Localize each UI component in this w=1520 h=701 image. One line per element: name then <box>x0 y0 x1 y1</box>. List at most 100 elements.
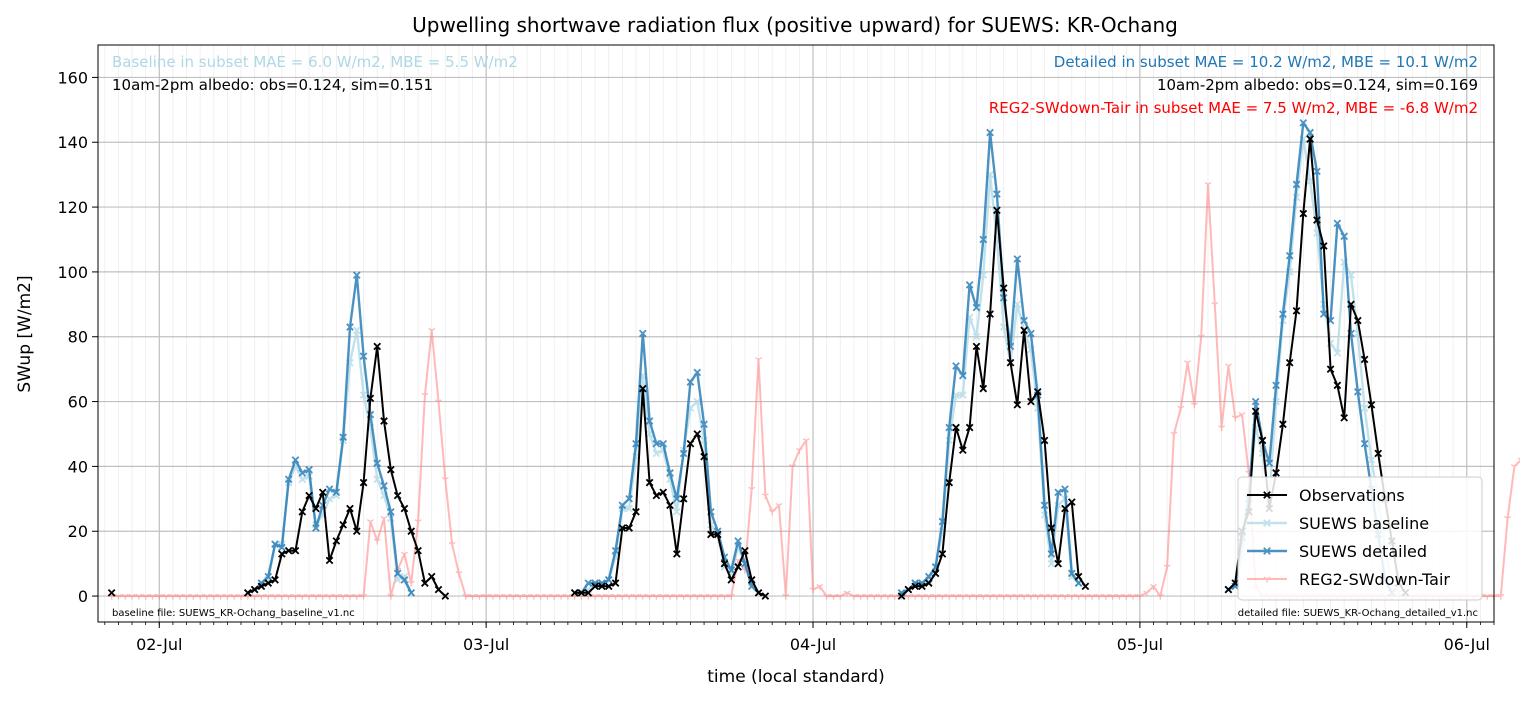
data-point <box>775 502 783 509</box>
data-point <box>618 524 627 532</box>
data-point <box>673 593 681 600</box>
data-point <box>1088 593 1096 600</box>
data-point <box>570 588 579 597</box>
plot-frame <box>97 44 1495 623</box>
data-point <box>761 592 770 600</box>
legend: Observations SUEWS baseline SUEWS detailed… <box>1237 476 1483 601</box>
data-point <box>1360 404 1369 412</box>
data-point <box>264 579 273 587</box>
data-point <box>352 326 361 335</box>
data-point <box>1109 593 1117 600</box>
data-point <box>720 559 729 568</box>
data-point <box>414 519 422 526</box>
data-point <box>625 593 633 600</box>
data-point <box>448 541 456 548</box>
data-point <box>972 342 981 351</box>
data-point <box>625 524 633 532</box>
data-point <box>223 593 231 600</box>
data-point <box>230 593 238 600</box>
data-point <box>169 593 177 600</box>
data-point <box>1251 407 1260 416</box>
data-point <box>659 488 668 497</box>
data-point <box>1150 583 1157 590</box>
data-point <box>618 501 627 510</box>
x-axis-label: time (local standard) <box>707 667 885 687</box>
data-point <box>1265 459 1274 467</box>
data-point <box>918 582 926 591</box>
data-point <box>645 417 654 425</box>
data-point <box>1347 271 1355 279</box>
data-point <box>693 593 701 600</box>
data-point <box>1340 413 1349 422</box>
data-point <box>366 394 375 403</box>
data-point <box>918 593 926 600</box>
data-point <box>959 391 967 399</box>
data-point <box>679 449 688 458</box>
data-point <box>373 538 381 545</box>
data-point <box>1013 300 1022 309</box>
data-point <box>1483 593 1491 600</box>
data-point <box>298 593 306 600</box>
data-point <box>591 593 599 600</box>
data-point <box>999 284 1008 292</box>
data-point <box>952 593 960 600</box>
data-point <box>1102 593 1110 600</box>
data-point <box>339 593 347 600</box>
data-point <box>932 593 940 600</box>
data-point <box>414 546 422 555</box>
data-point <box>584 588 593 597</box>
minor-grid <box>104 45 1495 622</box>
data-point <box>721 593 728 600</box>
data-point <box>557 593 565 600</box>
data-point <box>823 593 831 600</box>
data-point <box>516 593 524 600</box>
data-point <box>257 582 266 591</box>
data-point <box>1020 326 1028 335</box>
data-point <box>632 507 640 516</box>
data-point <box>1081 582 1090 591</box>
data-point <box>1367 400 1376 409</box>
y-tick-label: 60 <box>68 393 88 412</box>
data-point <box>441 592 450 600</box>
data-point <box>421 579 429 587</box>
data-point <box>965 423 974 432</box>
data-point <box>1292 306 1301 315</box>
data-point <box>1279 310 1287 318</box>
data-point <box>373 459 382 467</box>
data-point <box>325 556 334 565</box>
data-point <box>250 585 259 594</box>
data-point <box>1047 550 1056 558</box>
data-point <box>795 447 803 454</box>
data-point <box>638 384 647 393</box>
data-point <box>291 546 300 555</box>
data-point <box>925 593 933 600</box>
data-point <box>993 190 1001 198</box>
data-point <box>1279 420 1287 429</box>
data-point <box>604 576 613 584</box>
data-point <box>523 593 531 600</box>
data-point <box>1047 593 1055 600</box>
data-point <box>284 475 293 484</box>
data-point <box>312 593 320 600</box>
data-point <box>373 475 382 484</box>
data-point <box>646 593 654 600</box>
data-point <box>380 515 388 522</box>
detailed-albedo-annotation: 10am-2pm albedo: obs=0.124, sim=0.169 <box>1157 76 1478 94</box>
data-point <box>1263 576 1271 583</box>
data-point <box>1034 593 1042 600</box>
data-point <box>652 439 661 448</box>
data-point <box>1136 593 1144 600</box>
data-point <box>1081 593 1089 600</box>
data-point <box>652 491 661 500</box>
data-point <box>734 563 742 571</box>
data-point <box>666 469 674 477</box>
data-point <box>482 593 490 600</box>
data-point <box>1360 355 1369 364</box>
data-point <box>298 475 307 484</box>
data-point <box>1006 358 1015 367</box>
data-point <box>1163 564 1171 571</box>
data-point <box>652 449 661 458</box>
data-point <box>679 494 688 503</box>
data-point <box>945 593 953 600</box>
data-point <box>904 585 913 594</box>
